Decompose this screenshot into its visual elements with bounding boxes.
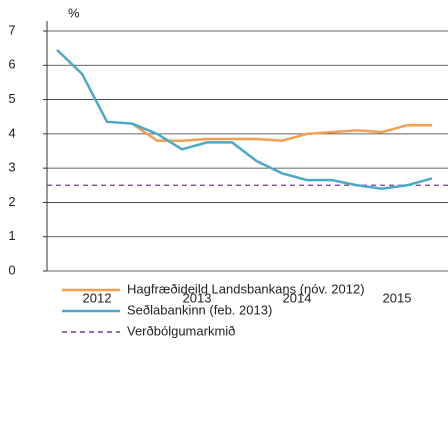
y-axis-label: % [68,5,80,20]
y-tick-label: 0 [8,262,15,277]
legend-label: Hagfræðideild Landsbankans (nóv. 2012) [127,281,365,296]
y-tick-label: 6 [8,57,15,72]
series-line [131,122,432,142]
x-tick-label: 2012 [83,290,112,305]
x-tick-label: 2015 [383,290,412,305]
x-tick-label: 2014 [283,290,312,305]
series-line [56,48,433,190]
x-tick-label: 2013 [183,290,212,305]
y-tick-label: 3 [8,160,15,175]
y-tick-label: 2 [8,194,15,209]
y-tick-label: 4 [8,125,15,140]
legend-label: Verðbólgumarkmið [127,323,235,338]
y-tick-label: 1 [8,228,15,243]
legend-label: Seðlabankinn (feb. 2013) [127,302,272,317]
y-tick-label: 5 [8,91,15,106]
y-tick-label: 7 [8,22,15,37]
